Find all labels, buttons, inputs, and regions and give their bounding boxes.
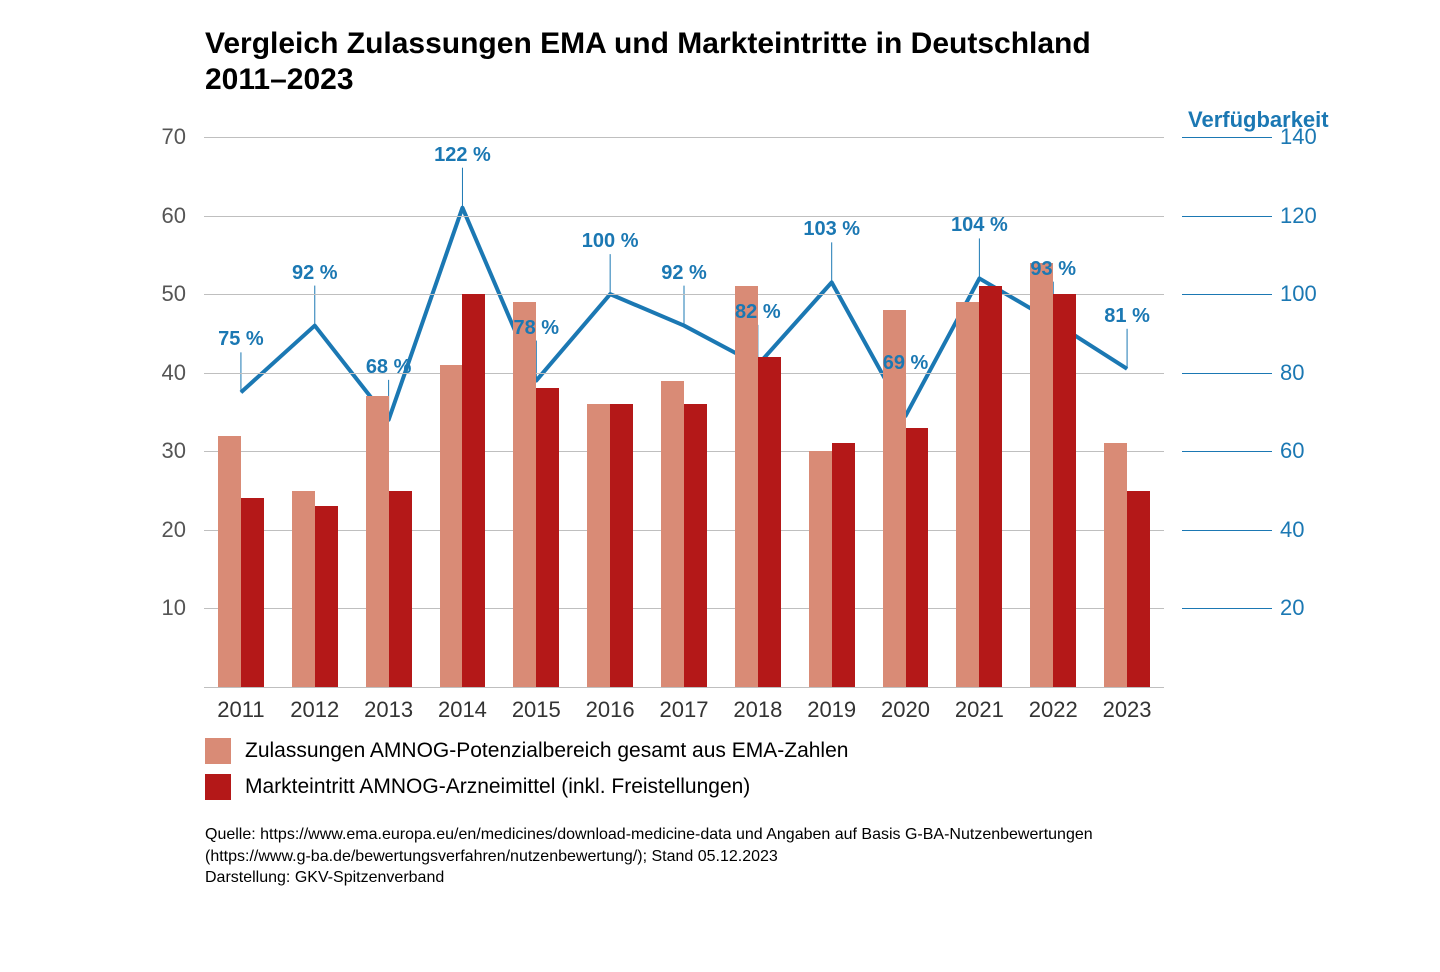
bar-series2: [610, 404, 633, 687]
x-tick-label: 2011: [217, 697, 264, 723]
bar-series2: [979, 286, 1002, 687]
bar-series1: [1030, 263, 1053, 687]
y-right-tick-label: 60: [1280, 438, 1304, 464]
x-tick-label: 2022: [1029, 697, 1078, 723]
x-tick-label: 2019: [807, 697, 856, 723]
footnote-line-1: Quelle: https://www.ema.europa.eu/en/med…: [205, 824, 1093, 846]
x-tick-label: 2014: [438, 697, 487, 723]
bar-series2: [241, 498, 264, 687]
bar-series2: [758, 357, 781, 687]
gridline-right: [1182, 294, 1272, 295]
bar-series1: [587, 404, 610, 687]
gridline-right: [1182, 216, 1272, 217]
legend-swatch-1: [205, 738, 231, 764]
y-right-tick-label: 140: [1280, 124, 1317, 150]
line-value-label: 78 %: [514, 317, 560, 340]
x-tick-label: 2017: [660, 697, 709, 723]
baseline: [204, 687, 1164, 688]
gridline-left: [204, 373, 1164, 374]
y-left-tick-label: 40: [162, 360, 204, 386]
legend-label-1: Zulassungen AMNOG-Potenzialbereich gesam…: [245, 739, 848, 763]
gridline-left: [204, 294, 1164, 295]
gridline-left: [204, 137, 1164, 138]
bar-series1: [513, 302, 536, 687]
x-tick-label: 2015: [512, 697, 561, 723]
x-tick-label: 2013: [364, 697, 413, 723]
legend-item-2: Markteintritt AMNOG-Arzneimittel (inkl. …: [205, 774, 848, 800]
bar-series2: [462, 294, 485, 687]
y-right-tick-label: 80: [1280, 360, 1304, 386]
legend-item-1: Zulassungen AMNOG-Potenzialbereich gesam…: [205, 738, 848, 764]
x-tick-label: 2023: [1103, 697, 1152, 723]
y-left-tick-label: 50: [162, 281, 204, 307]
footnote-line-2: (https://www.g-ba.de/bewertungsverfahren…: [205, 846, 1093, 868]
bar-series1: [809, 451, 832, 687]
bar-series2: [684, 404, 707, 687]
line-value-label: 93 %: [1030, 258, 1076, 281]
line-value-label: 92 %: [292, 262, 338, 285]
legend-swatch-2: [205, 774, 231, 800]
y-right-tick-label: 40: [1280, 517, 1304, 543]
bar-series1: [1104, 443, 1127, 687]
line-value-label: 92 %: [661, 262, 707, 285]
y-right-tick-label: 20: [1280, 595, 1304, 621]
y-left-tick-label: 60: [162, 203, 204, 229]
chart-container: Vergleich Zulassungen EMA und Markteintr…: [0, 0, 1440, 972]
line-value-label: 122 %: [434, 144, 491, 167]
y-right-tick-label: 100: [1280, 281, 1317, 307]
bar-series1: [366, 396, 389, 687]
bar-series1: [440, 365, 463, 687]
gridline-right: [1182, 530, 1272, 531]
footnote-line-3: Darstellung: GKV-Spitzenverband: [205, 867, 1093, 889]
bar-series2: [389, 491, 412, 687]
line-value-label: 69 %: [883, 352, 929, 375]
gridline-left: [204, 216, 1164, 217]
gridline-right: [1182, 137, 1272, 138]
title-line-2: 2011–2023: [205, 63, 354, 96]
x-tick-label: 2020: [881, 697, 930, 723]
title-line-1: Vergleich Zulassungen EMA und Markteintr…: [205, 27, 1091, 60]
legend: Zulassungen AMNOG-Potenzialbereich gesam…: [205, 738, 848, 810]
bar-series1: [735, 286, 758, 687]
legend-label-2: Markteintritt AMNOG-Arzneimittel (inkl. …: [245, 775, 750, 799]
line-value-label: 104 %: [951, 214, 1008, 237]
y-left-tick-label: 20: [162, 517, 204, 543]
line-value-label: 68 %: [366, 356, 412, 379]
bar-series1: [218, 436, 241, 687]
bar-series2: [906, 428, 929, 687]
y-left-tick-label: 70: [162, 124, 204, 150]
x-tick-label: 2021: [955, 697, 1004, 723]
x-tick-label: 2018: [733, 697, 782, 723]
gridline-right: [1182, 373, 1272, 374]
line-value-label: 100 %: [582, 230, 639, 253]
gridline-right: [1182, 451, 1272, 452]
chart-area: 1020304050607020406080100120140201175 %2…: [96, 137, 1308, 697]
bar-series1: [661, 381, 684, 687]
bar-series2: [536, 388, 559, 687]
plot-region: 1020304050607020406080100120140201175 %2…: [204, 137, 1164, 687]
line-value-label: 82 %: [735, 301, 781, 324]
y-left-tick-label: 30: [162, 438, 204, 464]
y-right-tick-label: 120: [1280, 203, 1317, 229]
bar-series2: [315, 506, 338, 687]
line-value-label: 81 %: [1104, 305, 1150, 328]
x-tick-label: 2016: [586, 697, 635, 723]
line-value-label: 75 %: [218, 328, 264, 351]
bar-series2: [1127, 491, 1150, 687]
footnote: Quelle: https://www.ema.europa.eu/en/med…: [205, 824, 1093, 889]
gridline-right: [1182, 608, 1272, 609]
bar-series2: [832, 443, 855, 687]
bar-series2: [1053, 294, 1076, 687]
bar-series1: [956, 302, 979, 687]
chart-title: Vergleich Zulassungen EMA und Markteintr…: [205, 26, 1091, 98]
y-left-tick-label: 10: [162, 595, 204, 621]
bar-series1: [292, 491, 315, 687]
x-tick-label: 2012: [290, 697, 339, 723]
line-value-label: 103 %: [803, 218, 860, 241]
